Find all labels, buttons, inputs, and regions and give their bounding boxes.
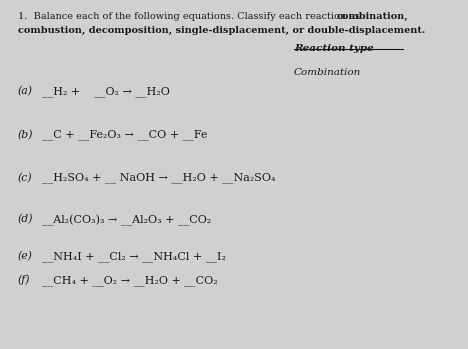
Text: __C + __Fe₂O₃ → __CO + __Fe: __C + __Fe₂O₃ → __CO + __Fe bbox=[42, 129, 207, 140]
Text: (e): (e) bbox=[18, 251, 32, 262]
Text: __NH₄I + __Cl₂ → __NH₄Cl + __I₂: __NH₄I + __Cl₂ → __NH₄Cl + __I₂ bbox=[42, 251, 226, 262]
Text: combustion, decomposition, single-displacement, or double-displacement.: combustion, decomposition, single-displa… bbox=[18, 26, 425, 35]
Text: (f): (f) bbox=[18, 275, 30, 285]
Text: (a): (a) bbox=[18, 86, 33, 97]
Text: (d): (d) bbox=[18, 214, 33, 225]
Text: 1.  Balance each of the following equations. Classify each reaction as: 1. Balance each of the following equatio… bbox=[18, 13, 363, 22]
Text: combination,: combination, bbox=[337, 13, 409, 22]
Text: Reaction type: Reaction type bbox=[294, 44, 373, 53]
Text: __H₂SO₄ + __ NaOH → __H₂O + __Na₂SO₄: __H₂SO₄ + __ NaOH → __H₂O + __Na₂SO₄ bbox=[42, 173, 276, 184]
Text: __H₂ +    __O₂ → __H₂O: __H₂ + __O₂ → __H₂O bbox=[42, 86, 170, 97]
Text: (c): (c) bbox=[18, 173, 32, 183]
Text: Combination: Combination bbox=[294, 68, 361, 77]
Text: __Al₂(CO₃)₃ → __Al₂O₃ + __CO₂: __Al₂(CO₃)₃ → __Al₂O₃ + __CO₂ bbox=[42, 214, 211, 225]
Text: __CH₄ + __O₂ → __H₂O + __CO₂: __CH₄ + __O₂ → __H₂O + __CO₂ bbox=[42, 275, 218, 285]
Text: (b): (b) bbox=[18, 129, 33, 140]
